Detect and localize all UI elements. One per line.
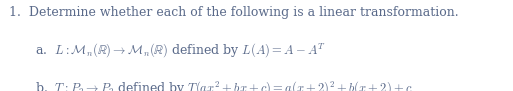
- Text: b.  $T : P_2 \rightarrow P_2$ defined by $T(ax^2 + bx + c) = a(x+2)^2 + b(x+2) +: b. $T : P_2 \rightarrow P_2$ defined by …: [35, 79, 412, 91]
- Text: 1.  Determine whether each of the following is a linear transformation.: 1. Determine whether each of the followi…: [9, 6, 459, 19]
- Text: a.  $L : \mathcal{M}_n(\mathbb{R}) \rightarrow \mathcal{M}_n(\mathbb{R})$ define: a. $L : \mathcal{M}_n(\mathbb{R}) \right…: [35, 41, 326, 59]
